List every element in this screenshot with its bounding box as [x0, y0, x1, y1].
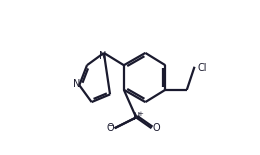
- Text: N: N: [133, 112, 140, 122]
- Text: O: O: [107, 123, 114, 133]
- Text: O: O: [152, 123, 160, 133]
- Text: Cl: Cl: [198, 62, 207, 73]
- Text: −: −: [107, 121, 113, 130]
- Text: N: N: [99, 51, 107, 61]
- Text: +: +: [137, 111, 143, 117]
- Text: N: N: [73, 79, 81, 89]
